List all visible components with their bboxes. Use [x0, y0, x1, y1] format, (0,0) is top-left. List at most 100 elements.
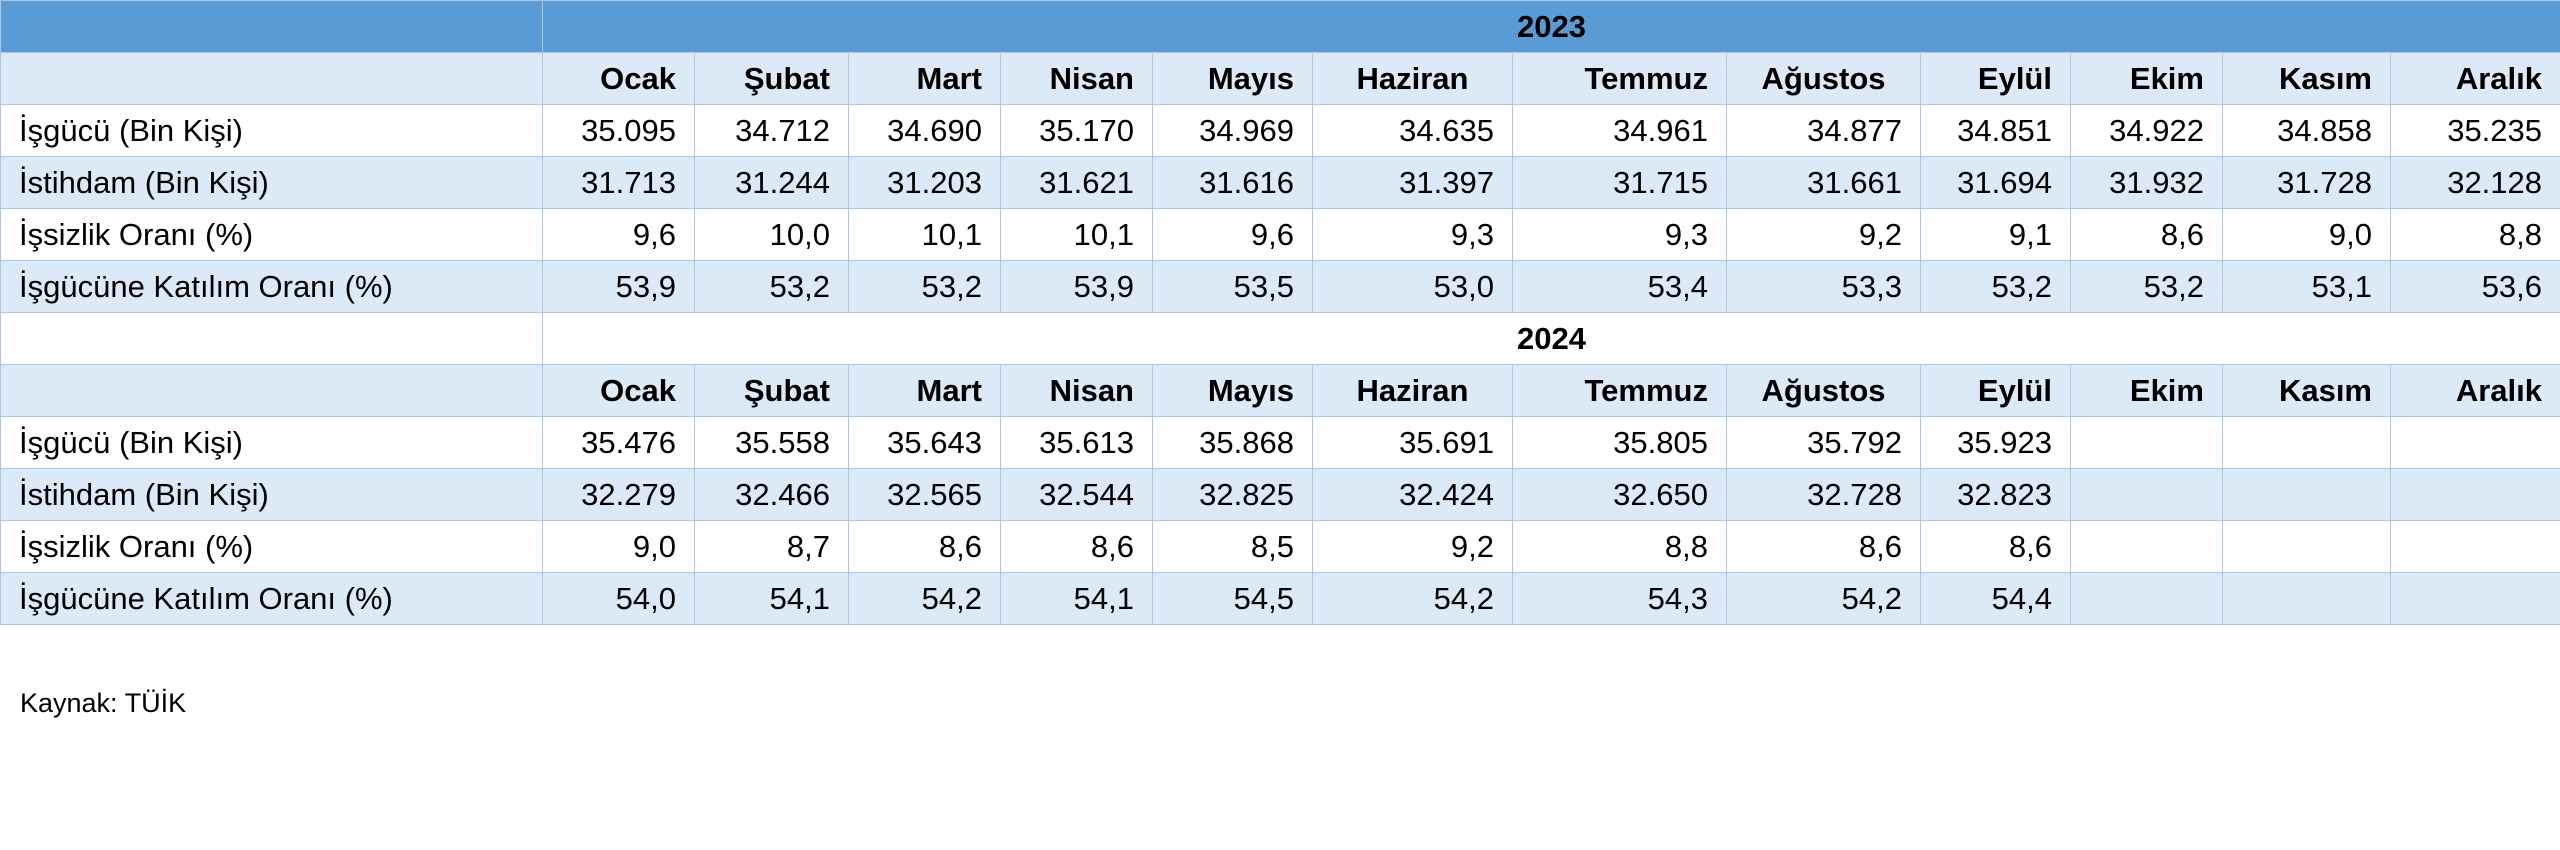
- year-row-blank-cell: [0, 312, 543, 365]
- table-cell: 53,2: [848, 260, 1001, 313]
- table-cell: 35.095: [542, 104, 695, 157]
- table-cell: 10,1: [1000, 208, 1153, 261]
- table-cell: 32.650: [1512, 468, 1727, 521]
- data-row-2023-2: İstihdam (Bin Kişi) 31.713 31.244 31.203 31.…: [0, 156, 2560, 209]
- table-cell: 8,6: [1920, 520, 2071, 573]
- year-row-blank-cell: [0, 0, 543, 53]
- table-cell: 31.621: [1000, 156, 1153, 209]
- table-cell: 31.616: [1152, 156, 1313, 209]
- table-cell: 54,3: [1512, 572, 1727, 625]
- row-label: İşgücüne Katılım Oranı (%): [0, 260, 543, 313]
- month-header-2024-10: Ekim: [2070, 364, 2223, 417]
- table-cell: 34.712: [694, 104, 849, 157]
- month-header-2024-5: Mayıs: [1152, 364, 1313, 417]
- row-label: İşsizlik Oranı (%): [0, 520, 543, 573]
- table-cell: 35.805: [1512, 416, 1727, 469]
- table-cell: 8,5: [1152, 520, 1313, 573]
- table-cell: 53,2: [2070, 260, 2223, 313]
- month-header-2024-4: Nisan: [1000, 364, 1153, 417]
- table-cell: 8,6: [848, 520, 1001, 573]
- table-cell: 35.170: [1000, 104, 1153, 157]
- month-header-2023-7: Temmuz: [1512, 52, 1727, 105]
- table-cell: 9,0: [2222, 208, 2391, 261]
- year-row-2023: 2023: [0, 0, 2560, 53]
- month-header-2023-6: Haziran: [1312, 52, 1513, 105]
- month-header-2024-12: Aralık: [2389, 364, 2560, 417]
- table-cell: 54,1: [694, 572, 849, 625]
- table-cell: 35.792: [1726, 416, 1921, 469]
- month-header-blank-cell: [0, 364, 543, 417]
- table-cell: 8,6: [1000, 520, 1153, 573]
- month-header-2024-6: Haziran: [1312, 364, 1513, 417]
- table-cell: 31.713: [542, 156, 695, 209]
- data-row-2023-4: İşgücüne Katılım Oranı (%) 53,9 53,2 53,2 53…: [0, 260, 2560, 313]
- table-cell: 35.691: [1312, 416, 1513, 469]
- table-cell: 31.203: [848, 156, 1001, 209]
- year-row-2024: 2024: [0, 312, 2560, 365]
- table-cell: [2389, 572, 2560, 625]
- year-heading-2024: 2024: [541, 312, 2560, 365]
- source-note: Kaynak: TÜİK: [20, 688, 187, 718]
- table-cell: [2389, 520, 2560, 573]
- table-cell: 10,1: [848, 208, 1001, 261]
- month-header-row-2023: Ocak Şubat Mart Nisan Mayıs Haziran Temmuz Ağus…: [0, 52, 2560, 105]
- month-header-2024-8: Ağustos: [1726, 364, 1921, 417]
- table-cell: 8,6: [1726, 520, 1921, 573]
- table-cell: 53,2: [694, 260, 849, 313]
- table-cell: 32.279: [542, 468, 695, 521]
- table-cell: 9,6: [542, 208, 695, 261]
- data-row-2024-1: İşgücü (Bin Kişi) 35.476 35.558 35.643 35.61…: [0, 416, 2560, 469]
- table-cell: 35.235: [2389, 104, 2560, 157]
- month-header-2023-8: Ağustos: [1726, 52, 1921, 105]
- table-cell: 9,2: [1726, 208, 1921, 261]
- month-header-2024-2: Şubat: [694, 364, 849, 417]
- table-cell: 31.661: [1726, 156, 1921, 209]
- table-cell: 54,1: [1000, 572, 1153, 625]
- table-cell: 34.851: [1920, 104, 2071, 157]
- table-cell: [2222, 520, 2391, 573]
- table-cell: 54,5: [1152, 572, 1313, 625]
- table-cell: [2389, 416, 2560, 469]
- table-cell: 34.690: [848, 104, 1001, 157]
- month-header-2024-11: Kasım: [2222, 364, 2391, 417]
- table-cell: 32.424: [1312, 468, 1513, 521]
- month-header-2024-1: Ocak: [542, 364, 695, 417]
- row-label: İstihdam (Bin Kişi): [0, 468, 543, 521]
- table-cell: 9,2: [1312, 520, 1513, 573]
- table-cell: 8,7: [694, 520, 849, 573]
- table-cell: 32.466: [694, 468, 849, 521]
- table-cell: 32.544: [1000, 468, 1153, 521]
- table-cell: 53,9: [1000, 260, 1153, 313]
- table-cell: [2222, 468, 2391, 521]
- row-label: İstihdam (Bin Kişi): [0, 156, 543, 209]
- month-header-2023-2: Şubat: [694, 52, 849, 105]
- table-cell: 53,0: [1312, 260, 1513, 313]
- table-cell: 35.613: [1000, 416, 1153, 469]
- table-cell: 35.558: [694, 416, 849, 469]
- table-cell: 35.476: [542, 416, 695, 469]
- month-header-2023-10: Ekim: [2070, 52, 2223, 105]
- data-row-2023-1: İşgücü (Bin Kişi) 35.095 34.712 34.690 35.17…: [0, 104, 2560, 157]
- table-cell: 31.715: [1512, 156, 1727, 209]
- table-cell: 53,3: [1726, 260, 1921, 313]
- month-header-2023-5: Mayıs: [1152, 52, 1313, 105]
- table-cell: 32.825: [1152, 468, 1313, 521]
- table-cell: [2070, 416, 2223, 469]
- row-label: İşsizlik Oranı (%): [0, 208, 543, 261]
- table-cell: 53,5: [1152, 260, 1313, 313]
- table-cell: 54,0: [542, 572, 695, 625]
- table-cell: 53,1: [2222, 260, 2391, 313]
- row-label: İşgücü (Bin Kişi): [0, 416, 543, 469]
- table-cell: 35.923: [1920, 416, 2071, 469]
- table-cell: [2389, 468, 2560, 521]
- data-row-2024-3: İşsizlik Oranı (%) 9,0 8,7 8,6 8,6 8,5 9,2 8,8 8…: [0, 520, 2560, 573]
- table-cell: [2070, 468, 2223, 521]
- table-cell: 8,6: [2070, 208, 2223, 261]
- labor-statistics-table: 2023 Ocak Şubat Mart Nisan Mayıs Haziran Temmuz…: [0, 0, 2560, 625]
- month-header-2023-1: Ocak: [542, 52, 695, 105]
- table-cell: 10,0: [694, 208, 849, 261]
- table-cell: 9,3: [1512, 208, 1727, 261]
- month-header-row-2024: Ocak Şubat Mart Nisan Mayıs Haziran Temmuz Ağus…: [0, 364, 2560, 417]
- table-cell: 54,2: [1726, 572, 1921, 625]
- table-cell: [2070, 520, 2223, 573]
